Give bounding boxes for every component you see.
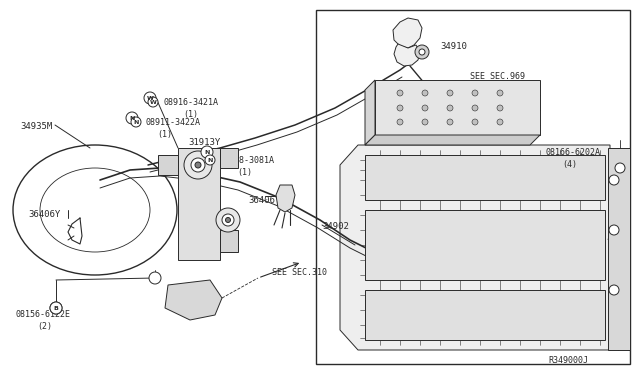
Circle shape (50, 302, 62, 314)
Circle shape (149, 272, 161, 284)
Circle shape (225, 218, 230, 222)
Text: 34939: 34939 (178, 296, 205, 305)
Circle shape (497, 119, 503, 125)
Circle shape (131, 117, 141, 127)
Circle shape (472, 90, 478, 96)
Text: 08166-6202A: 08166-6202A (546, 148, 601, 157)
Text: N: N (133, 119, 139, 125)
Circle shape (144, 92, 156, 104)
Polygon shape (165, 280, 222, 320)
Circle shape (422, 90, 428, 96)
Circle shape (148, 97, 158, 107)
Circle shape (184, 151, 212, 179)
Polygon shape (178, 148, 220, 260)
Polygon shape (220, 230, 238, 252)
Polygon shape (220, 148, 238, 168)
Circle shape (397, 105, 403, 111)
Text: 34902: 34902 (322, 222, 349, 231)
Text: (4): (4) (562, 160, 577, 169)
Circle shape (126, 112, 138, 124)
Circle shape (447, 90, 453, 96)
Circle shape (497, 105, 503, 111)
Circle shape (201, 146, 213, 158)
Text: B: B (54, 305, 58, 311)
Circle shape (609, 175, 619, 185)
Text: W: W (150, 99, 156, 105)
Circle shape (216, 208, 240, 232)
Circle shape (50, 302, 62, 314)
Circle shape (447, 119, 453, 125)
Polygon shape (375, 80, 540, 135)
Text: 08911-3422A: 08911-3422A (146, 118, 201, 127)
Text: SEE SEC.310: SEE SEC.310 (272, 268, 327, 277)
Circle shape (609, 285, 619, 295)
Text: 36406Y: 36406Y (28, 210, 60, 219)
Polygon shape (340, 145, 618, 350)
Circle shape (447, 105, 453, 111)
Circle shape (397, 119, 403, 125)
Circle shape (415, 45, 429, 59)
Polygon shape (608, 148, 630, 350)
Polygon shape (365, 80, 375, 145)
Text: B: B (54, 305, 58, 311)
Text: 34910: 34910 (440, 42, 467, 51)
Circle shape (472, 119, 478, 125)
Circle shape (397, 90, 403, 96)
Circle shape (609, 225, 619, 235)
Polygon shape (365, 155, 605, 200)
Text: (1): (1) (183, 110, 198, 119)
Text: SEE SEC.969: SEE SEC.969 (470, 72, 525, 81)
Text: R349000J: R349000J (548, 356, 588, 365)
Text: N: N (207, 157, 212, 163)
Polygon shape (365, 290, 605, 340)
Circle shape (205, 155, 215, 165)
Circle shape (615, 163, 625, 173)
Text: (1): (1) (237, 168, 252, 177)
Text: 34935M: 34935M (20, 122, 52, 131)
Polygon shape (276, 185, 295, 212)
Circle shape (422, 119, 428, 125)
Text: N: N (204, 150, 210, 154)
Text: 08156-6122E: 08156-6122E (16, 310, 71, 319)
Circle shape (222, 214, 234, 226)
Text: (1): (1) (157, 130, 172, 139)
Circle shape (195, 162, 201, 168)
Text: (2): (2) (37, 322, 52, 331)
Bar (316, 10, 630, 364)
Polygon shape (158, 155, 178, 175)
Circle shape (191, 158, 205, 172)
Polygon shape (365, 210, 605, 280)
Circle shape (419, 49, 425, 55)
Polygon shape (394, 44, 420, 66)
Polygon shape (365, 135, 540, 145)
Text: 08918-3081A: 08918-3081A (220, 156, 275, 165)
Text: 31913Y: 31913Y (188, 138, 220, 147)
Text: N: N (129, 115, 134, 121)
Circle shape (422, 105, 428, 111)
Circle shape (497, 90, 503, 96)
Text: 08916-3421A: 08916-3421A (163, 98, 218, 107)
Circle shape (472, 105, 478, 111)
Text: W: W (147, 96, 154, 100)
Polygon shape (393, 18, 422, 48)
Text: 36406YA: 36406YA (248, 196, 285, 205)
